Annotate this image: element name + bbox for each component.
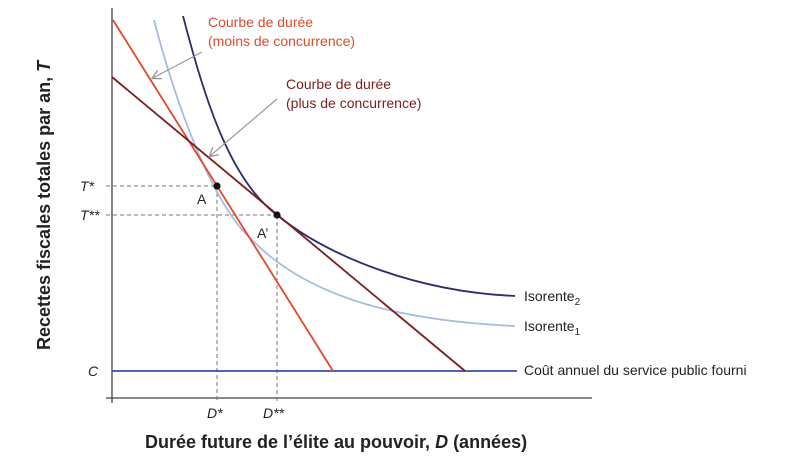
x-axis-title: Durée future de l’élite au pouvoir, D (a… [145, 432, 527, 452]
y-tick-t-star-star: T** [80, 207, 100, 223]
point-a-prime-dot [273, 211, 281, 219]
label-less-competition-line2: (moins de concurrence) [208, 33, 355, 49]
y-tick-t-star: T* [80, 178, 95, 194]
x-tick-d-star: D* [207, 405, 223, 421]
isorent-2-curve [182, 15, 516, 297]
label-isorent-2: Isorente2 [524, 288, 581, 308]
y-tick-c: C [88, 363, 99, 379]
duration-curve-more-competition [111, 76, 466, 372]
arrow-more-competition [210, 98, 278, 156]
label-isorent-1: Isorente1 [524, 318, 581, 338]
label-more-competition-line1: Courbe de durée [286, 76, 391, 92]
label-cost-line: Coût annuel du service public fourni [524, 362, 747, 378]
label-less-competition-line1: Courbe de durée [208, 14, 313, 30]
duration-curve-less-competition [112, 19, 334, 372]
x-tick-d-star-star: D** [263, 405, 285, 421]
label-more-competition-line2: (plus de concurrence) [286, 95, 421, 111]
label-point-a-prime: A’ [257, 225, 268, 241]
y-axis-title: Recettes fiscales totales par an, T [34, 59, 54, 350]
point-a-dot [213, 182, 221, 190]
arrow-less-competition [153, 51, 203, 78]
label-point-a: A [197, 191, 207, 207]
